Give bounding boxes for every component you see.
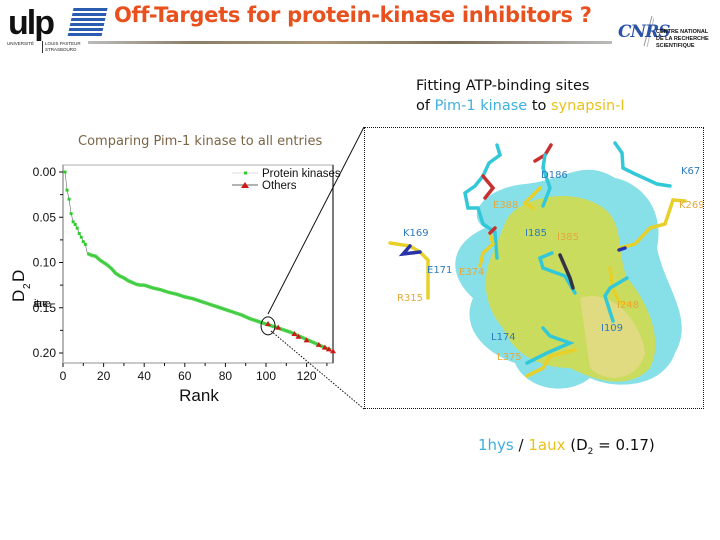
- protein-a-label: Pim-1 kinase: [434, 98, 528, 114]
- highlight-ellipse: [260, 316, 276, 336]
- residue-label: K269: [679, 200, 703, 211]
- binding-site-structure-image: D186 K67 K169 I185 E171 I109 L174 E388 K269 I385 E…: [388, 141, 703, 389]
- x-tick-label: 20: [97, 369, 111, 383]
- cnrs-text-line: CENTRE NATIONAL: [656, 29, 709, 35]
- residue-label: R315: [397, 293, 423, 304]
- y-tick-label: 0.00: [33, 165, 57, 179]
- residue-label: E388: [493, 200, 518, 211]
- x-tick-label: 100: [256, 369, 276, 383]
- ulp-logo-text: ulp: [8, 4, 55, 42]
- legend-marker-triangle-icon: [241, 182, 249, 188]
- legend-marker-square-icon: [244, 171, 247, 175]
- cnrs-slash-icon: [643, 15, 654, 48]
- ulp-logo-line1: UNIVERSITÉ: [7, 41, 35, 46]
- page-title: Off-Targets for protein-kinase inhibitor…: [114, 3, 592, 27]
- ulp-logo-stripes-icon: [67, 8, 108, 36]
- x-tick-label: 40: [138, 369, 152, 383]
- y-ticks: 0.00 0.05 0.10 0.15 0.20: [33, 165, 63, 360]
- ulp-logo-line2: LOUIS PASTEUR STRASBOURG: [42, 41, 81, 53]
- others-triangle-icon: [275, 324, 282, 330]
- svg-text:Others: Others: [262, 180, 297, 192]
- subtitle-line1: Fitting ATP-binding sites: [416, 78, 590, 94]
- svg-text:Protein kinases: Protein kinases: [262, 168, 341, 180]
- header-divider: [88, 41, 612, 44]
- fitting-subtitle: Fitting ATP-binding sites of Pim-1 kinas…: [416, 76, 625, 116]
- residue-label: E374: [459, 267, 484, 278]
- svg-text:D: D: [9, 290, 28, 302]
- x-tick-label: 80: [219, 369, 233, 383]
- cnrs-logo: CNRS: [618, 22, 670, 42]
- y-tick-label: 0.15: [33, 301, 57, 315]
- y-tick-label: 0.10: [33, 256, 57, 270]
- d2-subscript: 2: [587, 447, 594, 457]
- residue-label: D186: [541, 170, 568, 181]
- cnrs-text-line: DE LA RECHERCHE: [656, 36, 709, 42]
- result-caption: 1hys / 1aux (D2 = 0.17): [478, 436, 655, 457]
- residue-label: I185: [525, 228, 547, 239]
- residue-label: K169: [403, 228, 429, 239]
- x-tick-label: 0: [60, 369, 67, 383]
- pdb-a-label: 1hys: [478, 436, 514, 454]
- cnrs-logo-text: CENTRE NATIONAL DE LA RECHERCHE SCIENTIF…: [656, 29, 709, 50]
- residue-label: L174: [491, 332, 516, 343]
- rank-chart: 0.00 0.05 0.10 0.15 0.20 0 20 40 60 80 100 120 Pro…: [9, 164, 341, 405]
- x-tick-label: 60: [178, 369, 192, 383]
- others-triangle-icon: [265, 321, 272, 327]
- subtitle-mid: to: [527, 98, 551, 114]
- chart-caption: Comparing Pim-1 kinase to all entries: [78, 134, 323, 149]
- residue-label: I385: [557, 232, 579, 243]
- residue-label: E171: [427, 265, 452, 276]
- d2-value: = 0.17): [593, 436, 655, 454]
- subtitle-line2: of Pim-1 kinase to synapsin-I: [416, 96, 625, 116]
- residue-label: K67: [681, 166, 700, 177]
- y-tick-label: 0.20: [33, 346, 57, 360]
- pdb-b-label: 1aux: [528, 436, 566, 454]
- subtitle-prefix: of: [416, 98, 435, 114]
- protein-b-label: synapsin-I: [551, 98, 625, 114]
- ulp-logo-line2a: LOUIS PASTEUR: [45, 41, 81, 46]
- svg-text:D: D: [9, 270, 28, 282]
- residue-label: I109: [601, 323, 623, 334]
- svg-text:2: 2: [22, 283, 33, 289]
- caption-separator: /: [513, 436, 529, 454]
- x-tick-label: 120: [297, 369, 317, 383]
- cnrs-text-line: SCIENTIFIQUE: [656, 43, 695, 49]
- binding-site-structure-panel: D186 K67 K169 I185 E171 I109 L174 E388 K269 I385 E…: [364, 127, 704, 409]
- d2-prefix: (D: [565, 436, 588, 454]
- x-ticks: 0 20 40 60 80 100 120: [60, 363, 328, 383]
- y-tick-label: 0.05: [33, 210, 57, 224]
- residue-label: I248: [617, 300, 639, 311]
- ulp-logo-line2b: STRASBOURG: [45, 47, 77, 52]
- residue-label: L375: [497, 352, 522, 363]
- svg-text:Rank: Rank: [179, 386, 219, 405]
